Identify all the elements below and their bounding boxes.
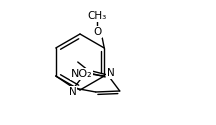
Text: O: O (93, 27, 101, 37)
Text: N: N (107, 68, 115, 78)
Text: N: N (69, 87, 77, 97)
Text: NO₂: NO₂ (70, 69, 92, 79)
Text: CH₃: CH₃ (88, 11, 107, 21)
